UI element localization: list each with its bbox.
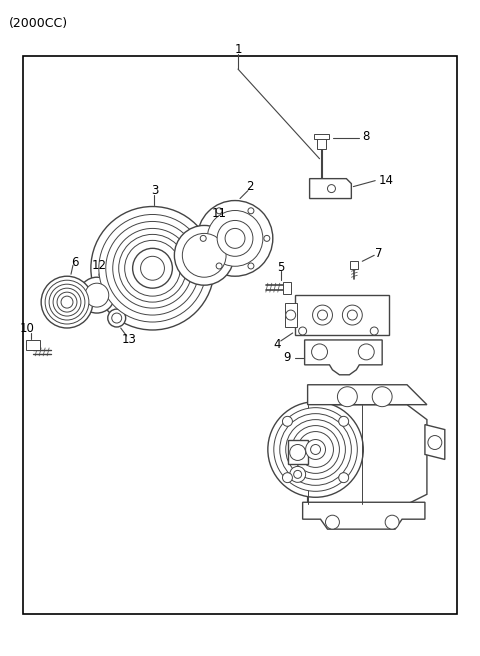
Circle shape <box>79 277 115 313</box>
Circle shape <box>358 344 374 360</box>
Circle shape <box>119 234 186 302</box>
Circle shape <box>337 387 357 407</box>
Circle shape <box>45 280 89 324</box>
Bar <box>26 340 40 350</box>
Polygon shape <box>288 440 308 464</box>
Circle shape <box>53 288 81 316</box>
Text: 5: 5 <box>277 260 285 274</box>
Circle shape <box>113 228 192 308</box>
Circle shape <box>325 515 339 529</box>
Text: 4: 4 <box>273 338 280 352</box>
Circle shape <box>327 184 336 193</box>
Circle shape <box>106 222 199 315</box>
Circle shape <box>372 387 392 407</box>
Circle shape <box>348 310 357 320</box>
Circle shape <box>174 226 234 285</box>
Circle shape <box>268 401 363 497</box>
Bar <box>285 303 297 327</box>
Circle shape <box>108 309 126 327</box>
Bar <box>316 137 326 149</box>
Text: 7: 7 <box>375 247 383 260</box>
Circle shape <box>141 256 165 280</box>
Circle shape <box>299 327 307 335</box>
Circle shape <box>248 208 254 214</box>
Polygon shape <box>308 405 427 504</box>
Circle shape <box>61 296 73 308</box>
Circle shape <box>280 414 351 485</box>
Circle shape <box>207 211 263 266</box>
Circle shape <box>125 240 180 296</box>
Polygon shape <box>308 385 427 405</box>
Circle shape <box>85 283 109 307</box>
Bar <box>23 56 457 614</box>
Bar <box>283 282 291 294</box>
Circle shape <box>216 208 222 214</box>
Circle shape <box>312 305 333 325</box>
Text: 3: 3 <box>151 184 158 197</box>
Text: 11: 11 <box>212 207 227 220</box>
Text: (2000CC): (2000CC) <box>9 17 69 30</box>
Circle shape <box>298 432 334 468</box>
Circle shape <box>294 470 301 478</box>
Text: 12: 12 <box>91 258 107 272</box>
Circle shape <box>182 234 226 277</box>
Bar <box>350 261 358 269</box>
Circle shape <box>282 417 292 426</box>
Circle shape <box>312 344 327 360</box>
Circle shape <box>290 466 306 482</box>
Text: 2: 2 <box>246 180 254 193</box>
Circle shape <box>57 292 77 312</box>
Circle shape <box>248 263 254 269</box>
Circle shape <box>264 236 270 241</box>
Circle shape <box>274 407 357 491</box>
Bar <box>313 134 329 139</box>
Circle shape <box>385 515 399 529</box>
Text: 9: 9 <box>283 352 290 364</box>
Circle shape <box>342 305 362 325</box>
Circle shape <box>339 417 348 426</box>
Circle shape <box>339 473 348 483</box>
Circle shape <box>91 207 214 330</box>
Circle shape <box>216 263 222 269</box>
Circle shape <box>49 284 85 320</box>
Text: 1: 1 <box>234 43 242 56</box>
Circle shape <box>217 220 253 256</box>
Circle shape <box>306 440 325 459</box>
Text: 13: 13 <box>121 333 136 346</box>
Circle shape <box>318 310 327 320</box>
Polygon shape <box>425 424 445 459</box>
Circle shape <box>286 310 296 320</box>
Circle shape <box>225 228 245 249</box>
Circle shape <box>99 215 206 322</box>
Circle shape <box>197 201 273 276</box>
Polygon shape <box>310 178 351 199</box>
Circle shape <box>286 420 346 480</box>
Circle shape <box>290 445 306 461</box>
Circle shape <box>41 276 93 328</box>
Circle shape <box>112 313 122 323</box>
Bar <box>295 295 389 335</box>
Circle shape <box>132 249 172 288</box>
Circle shape <box>370 327 378 335</box>
Text: 8: 8 <box>362 131 370 143</box>
Text: 10: 10 <box>20 323 35 335</box>
Circle shape <box>428 436 442 449</box>
Circle shape <box>292 426 339 474</box>
Polygon shape <box>302 502 425 529</box>
Circle shape <box>200 236 206 241</box>
Text: 6: 6 <box>71 256 79 269</box>
Polygon shape <box>305 340 382 375</box>
Circle shape <box>311 445 321 455</box>
Text: 14: 14 <box>379 174 394 187</box>
Circle shape <box>282 473 292 483</box>
